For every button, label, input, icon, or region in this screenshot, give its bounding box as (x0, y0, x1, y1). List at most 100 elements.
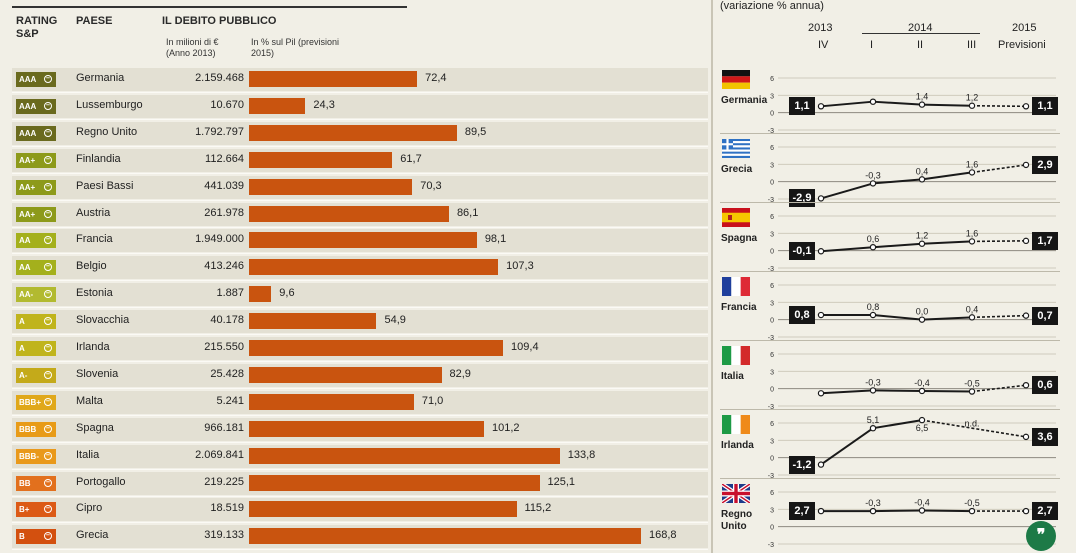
growth-line-chart: 6 3 0 -3 -0,3 -0,4 -0,5 (768, 352, 1056, 411)
debt-pct-label: 109,4 (511, 341, 539, 353)
chat-bubble-icon[interactable]: ❞ (1026, 521, 1056, 551)
country-name: Grecia (76, 529, 109, 542)
data-label: 1,2 (966, 93, 979, 103)
series-point (1022, 382, 1030, 389)
table-row: AAA – Germania 2.159.468 72,4 (12, 66, 708, 93)
debt-pct-label: 24,3 (313, 98, 335, 111)
series-point (918, 240, 926, 247)
row-background (12, 94, 708, 118)
debt-pct-label: 70,3 (420, 179, 442, 192)
series-segment (921, 103, 973, 107)
mln-subheader: In milioni di € (Anno 2013) (166, 37, 219, 58)
country-name: Finlandia (76, 152, 121, 165)
row-separator (12, 226, 708, 228)
outlook-stable-icon: – (44, 397, 52, 406)
row-separator (12, 92, 708, 93)
rating-badge: AAA – (16, 72, 56, 87)
rating-label: AAA (19, 75, 37, 84)
country-name: Germania (76, 72, 125, 84)
series-point (817, 390, 825, 397)
country-header: PAESE (76, 15, 113, 27)
series-segment (872, 389, 923, 392)
y-tick-label: 3 (770, 93, 774, 100)
series-segment (820, 100, 874, 108)
rating-label: B (19, 532, 25, 542)
row-separator (12, 495, 708, 497)
country-name: Lussemburgo (76, 98, 143, 111)
data-label: n.d. (964, 419, 979, 429)
table-row: AAA – Lussemburgo 10.670 24,3 (12, 93, 708, 120)
debt-pct-label: 82,9 (449, 367, 471, 380)
debt-bar (249, 420, 484, 437)
rating-badge: BBB+ – (16, 394, 56, 410)
country-name: Portogallo (76, 475, 126, 488)
debt-mln-value: 966.181 (204, 421, 244, 434)
rating-badge: A- – (16, 367, 56, 383)
flag-italy-icon (722, 346, 750, 365)
debt-mln-value: 261.978 (204, 206, 244, 219)
series-point (968, 238, 976, 245)
start-value-box: -1,2 (789, 455, 815, 474)
series-segment (872, 509, 923, 513)
series-point (869, 425, 877, 432)
debt-bar (249, 151, 393, 168)
debt-mln-value: 441.039 (204, 179, 244, 192)
debt-bar (249, 447, 560, 464)
y-tick-label: -3 (768, 473, 774, 480)
row-separator (12, 118, 708, 120)
debt-mln-value: 40.178 (210, 314, 244, 327)
y-tick-label: 6 (770, 352, 774, 359)
series-point (817, 195, 825, 202)
table-row: A – Slovacchia 40.178 54,9 (12, 308, 708, 336)
outlook-stable-icon: – (44, 101, 52, 110)
country-name: Regno Unito (76, 125, 138, 138)
rating-label: AA (19, 236, 31, 246)
growth-line-chart: 6 3 0 -3 -0,3 0,4 1,6 (768, 145, 1056, 204)
series-point (968, 169, 976, 176)
series-segment (921, 389, 973, 393)
rating-badge: BBB- – (16, 448, 56, 464)
rating-label: AAA (19, 128, 37, 138)
rating-badge: AA+ – (16, 179, 56, 195)
debt-table: RATING S&P PAESE IL DEBITO PUBBLICO In m… (12, 0, 708, 551)
y-tick-label: 3 (770, 369, 774, 376)
series-segment (921, 240, 973, 245)
panel-rule (720, 478, 1060, 479)
series-point (869, 180, 877, 187)
row-separator (12, 361, 708, 362)
row-separator (12, 522, 708, 524)
outlook-stable-icon: – (44, 209, 52, 218)
forecast-segment (971, 384, 1027, 393)
year-2014-rule (862, 33, 980, 34)
series-segment (820, 246, 874, 253)
quarter-iv: IV (818, 39, 829, 51)
series-segment (872, 314, 923, 321)
debt-mln-value: 319.133 (204, 529, 244, 542)
rating-badge: AA- – (16, 287, 56, 303)
panel-rule (720, 409, 1060, 410)
country-name: Slovenia (76, 367, 119, 380)
debt-mln-value: 1.949.000 (195, 233, 244, 246)
y-tick-label: 3 (770, 438, 774, 445)
country-growth-panel: Francia 6 3 0 -3 0,8 0,0 0,4 0,8 0,7 (716, 271, 1076, 342)
country-name: Francia (76, 233, 113, 246)
y-tick-label: 0 (770, 456, 774, 463)
country-growth-panel: Grecia 6 3 0 -3 -0,3 0,4 1,6 -2,9 2,9 (716, 133, 1076, 208)
series-point (869, 244, 877, 251)
rating-badge: B+ – (16, 502, 56, 518)
country-label: Irlanda (721, 440, 754, 451)
panel-rule (720, 202, 1060, 203)
debt-bar (249, 178, 413, 195)
country-name: Estonia (76, 287, 113, 300)
forecast-value-box: 2,7 (1032, 502, 1058, 521)
outlook-stable-icon: – (44, 75, 52, 83)
data-label: -0,5 (964, 498, 980, 508)
rating-badge: AA+ – (16, 206, 56, 222)
series-point (918, 101, 926, 108)
top-rule (12, 0, 407, 8)
row-separator (12, 307, 708, 309)
country-growth-panel: Italia 6 3 0 -3 -0,3 -0,4 -0,5 0,6 (716, 340, 1076, 411)
data-label: 1,2 (916, 231, 929, 241)
forecast-segment (971, 104, 1027, 108)
outlook-stable-icon: – (44, 290, 52, 299)
